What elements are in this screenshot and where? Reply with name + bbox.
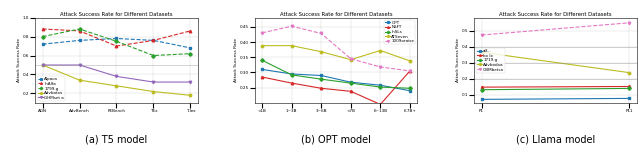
Title: Attack Success Rate for Different Datasets: Attack Success Rate for Different Datase… xyxy=(280,12,392,17)
Y-axis label: Attack Success Rate: Attack Success Rate xyxy=(456,38,460,82)
InSLs xyxy=(406,87,413,89)
GHMset a xyxy=(76,64,83,66)
1009oraise xyxy=(406,70,413,72)
Text: (a) T5 model: (a) T5 model xyxy=(85,134,148,144)
1009oraise xyxy=(347,58,355,60)
Line: Advbotxs: Advbotxs xyxy=(42,64,191,97)
1799.g xyxy=(150,55,157,56)
GPT xyxy=(288,73,296,75)
InAlfa xyxy=(150,40,157,41)
GPT xyxy=(347,81,355,83)
NSFT xyxy=(317,87,325,89)
GPT xyxy=(376,84,384,86)
InAlfa xyxy=(39,28,47,30)
Legend: GPT, NSFT, InSLs, ATSeven, 1009oraise: GPT, NSFT, InSLs, ATSeven, 1009oraise xyxy=(385,20,415,44)
1009oraise xyxy=(259,32,266,34)
InAlfa xyxy=(76,30,83,32)
InSLs xyxy=(347,82,355,84)
Line: NSFT: NSFT xyxy=(261,70,411,106)
InSLs xyxy=(317,78,325,80)
NSFT xyxy=(376,103,384,105)
Line: ATSeven: ATSeven xyxy=(261,44,411,62)
ATSeven xyxy=(347,59,355,61)
Alpaca xyxy=(113,38,120,39)
1009oraise xyxy=(317,33,325,34)
InSLs xyxy=(376,86,384,88)
Advbotxs xyxy=(39,64,47,66)
GPT xyxy=(406,90,413,92)
ATSeven xyxy=(288,45,296,47)
InSLs xyxy=(259,59,266,61)
Alpaca xyxy=(150,40,157,41)
NSFT xyxy=(259,76,266,78)
InSLs xyxy=(288,74,296,76)
Alpaca xyxy=(39,43,47,45)
Legend: Alpaca, InAlfa, 1799.g, Advbotxs, GHMset a: Alpaca, InAlfa, 1799.g, Advbotxs, GHMset… xyxy=(37,76,65,101)
1799.g xyxy=(187,53,195,55)
Title: Attack Success Rate for Different Datasets: Attack Success Rate for Different Datase… xyxy=(499,12,612,17)
ATSeven xyxy=(317,51,325,53)
1009oraise xyxy=(376,66,384,68)
NSFT xyxy=(347,90,355,92)
GHMset a xyxy=(187,81,195,83)
1009oraise xyxy=(288,25,296,27)
Title: Attack Success Rate for Different Datasets: Attack Success Rate for Different Datase… xyxy=(60,12,173,17)
GHMset a xyxy=(113,76,120,77)
Line: InAlfa: InAlfa xyxy=(42,28,191,47)
ATSeven xyxy=(259,45,266,47)
InAlfa xyxy=(187,30,195,32)
NSFT xyxy=(288,82,296,84)
GHMset a xyxy=(150,81,157,83)
NSFT xyxy=(406,70,413,72)
Line: 1009oraise: 1009oraise xyxy=(261,25,411,72)
InAlfa xyxy=(113,45,120,47)
Advbotxs xyxy=(76,79,83,81)
Advbotxs xyxy=(150,91,157,92)
ATSeven xyxy=(406,60,413,62)
Advbotxs xyxy=(187,94,195,96)
Line: 1799.g: 1799.g xyxy=(42,28,191,57)
Y-axis label: Attack Success Rate: Attack Success Rate xyxy=(17,38,21,82)
Alpaca xyxy=(76,40,83,41)
Line: Alpaca: Alpaca xyxy=(42,37,191,49)
Text: (b) OPT model: (b) OPT model xyxy=(301,134,371,144)
Y-axis label: Attack Success Rate: Attack Success Rate xyxy=(234,38,238,82)
GPT xyxy=(317,75,325,76)
1799.g xyxy=(76,28,83,30)
ATSeven xyxy=(376,50,384,51)
Advbotxs xyxy=(113,85,120,87)
Text: (c) Llama model: (c) Llama model xyxy=(516,134,595,144)
Line: GPT: GPT xyxy=(261,68,411,92)
GPT xyxy=(259,69,266,70)
1799.g xyxy=(39,36,47,37)
Alpaca xyxy=(187,47,195,49)
GHMset a xyxy=(39,64,47,66)
Line: InSLs: InSLs xyxy=(261,59,411,90)
Legend: alf..., bx lx, 1719.g, Advbodxa, GBMbetsa: alf..., bx lx, 1719.g, Advbodxa, GBMbets… xyxy=(476,48,505,73)
1799.g xyxy=(113,40,120,42)
Line: GHMset a: GHMset a xyxy=(42,64,191,83)
